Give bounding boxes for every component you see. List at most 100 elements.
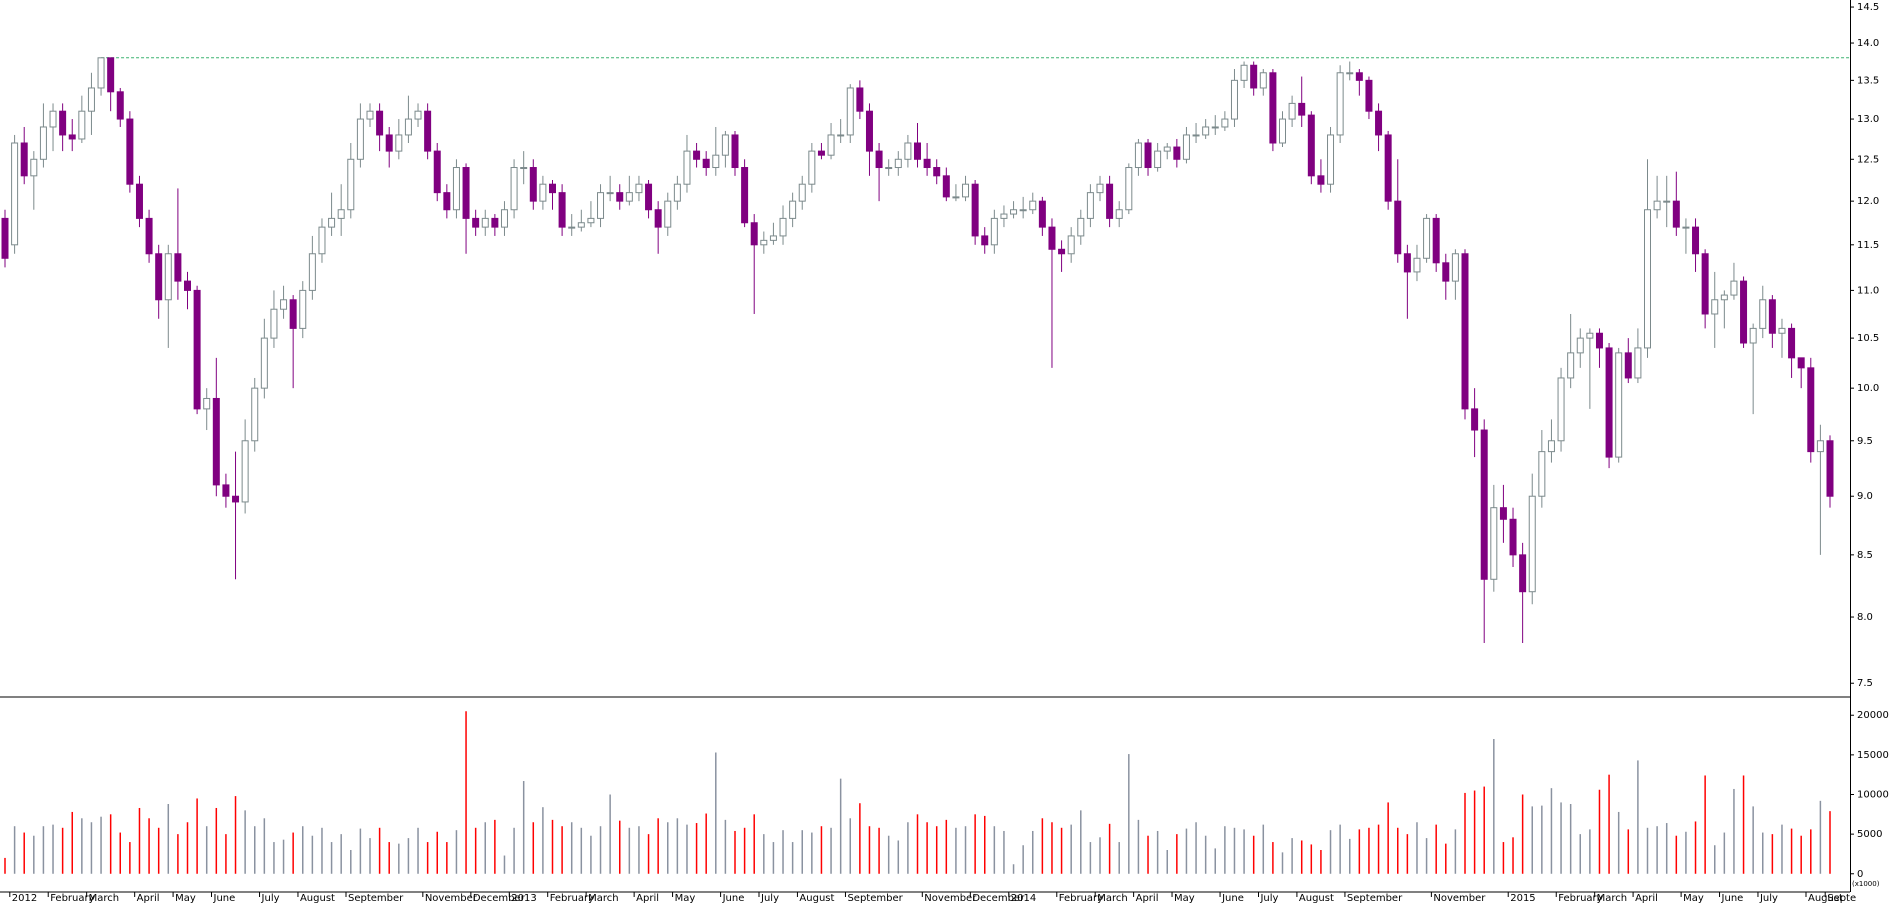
- candle-body: [1451, 253, 1459, 282]
- candle-body: [1336, 72, 1344, 136]
- candle-body: [789, 200, 797, 219]
- candle-body: [712, 154, 720, 169]
- candle-body: [1134, 142, 1142, 169]
- candle-body: [1403, 253, 1411, 273]
- candle-body: [616, 192, 624, 202]
- candle-body: [472, 217, 480, 228]
- candle-body: [203, 397, 211, 410]
- x-tick-label: December: [972, 893, 1025, 904]
- candle-body: [1547, 440, 1555, 453]
- candle-body: [1211, 126, 1219, 129]
- x-tick-label: August: [799, 893, 834, 904]
- candle-body: [1317, 175, 1325, 185]
- candle-body: [1682, 226, 1690, 229]
- candle-body: [1663, 200, 1671, 203]
- candle-body: [107, 57, 115, 93]
- candle-body: [875, 150, 883, 169]
- x-tick-label: June: [1721, 893, 1744, 904]
- candle-body: [1154, 150, 1162, 169]
- candle-body: [981, 235, 989, 246]
- candle-body: [1692, 226, 1700, 255]
- candle-body: [443, 192, 451, 211]
- candle-body: [1019, 209, 1027, 212]
- candle-body: [558, 192, 566, 228]
- candle-body: [1644, 209, 1651, 349]
- candle-body: [1595, 332, 1603, 349]
- x-tick-label: March: [1097, 893, 1127, 904]
- x-tick-label: February: [550, 893, 594, 904]
- y-tick-label: 14.0: [1857, 38, 1879, 49]
- x-tick-label: July: [760, 893, 779, 904]
- candle-body: [923, 158, 931, 169]
- candle-body: [481, 217, 489, 228]
- candle-body: [1461, 253, 1469, 410]
- candle-body: [664, 200, 672, 228]
- candle-body: [452, 167, 460, 211]
- candle-body: [952, 196, 960, 199]
- candle-body: [222, 484, 230, 497]
- candle-body: [59, 110, 67, 136]
- x-tick-label: April: [137, 893, 160, 904]
- x-tick-label: March: [89, 893, 119, 904]
- candle-body: [577, 222, 585, 228]
- candle-body: [1749, 327, 1757, 344]
- candle-body: [289, 299, 297, 329]
- candle-body: [817, 150, 825, 156]
- candle-body: [260, 337, 268, 389]
- candle-body: [1144, 142, 1152, 169]
- y-tick-label: 9.0: [1857, 491, 1873, 502]
- candle-body: [174, 253, 182, 282]
- candle-body: [1279, 118, 1286, 144]
- x-tick-label: June: [722, 893, 745, 904]
- candle-body: [193, 289, 201, 410]
- candle-body: [462, 167, 470, 219]
- x-tick-label: February: [1558, 893, 1602, 904]
- candle-body: [625, 192, 633, 202]
- y-tick-label: 5000: [1857, 829, 1882, 840]
- candle-body: [318, 226, 326, 255]
- y-tick-label: 12.5: [1857, 154, 1879, 165]
- candle-body: [846, 87, 854, 136]
- candle-body: [1567, 352, 1575, 379]
- candle-body: [385, 134, 393, 152]
- x-tick-label: March: [1597, 893, 1627, 904]
- candle-body: [500, 209, 508, 228]
- candle-body: [414, 110, 422, 120]
- candle-body: [1499, 507, 1507, 520]
- y-tick-label: 8.5: [1857, 550, 1873, 561]
- candle-body: [1307, 114, 1315, 177]
- y-tick-label: 13.0: [1857, 114, 1879, 125]
- candle-body: [1807, 367, 1815, 453]
- candle-body: [1230, 79, 1238, 120]
- candle-body: [164, 253, 172, 301]
- x-tick-label: July: [1259, 893, 1278, 904]
- candle-body: [798, 183, 806, 202]
- x-tick-label: April: [1136, 893, 1159, 904]
- candle-body: [539, 183, 547, 202]
- y-tick-label: 10.5: [1857, 333, 1879, 344]
- candle-body: [328, 217, 336, 228]
- candle-body: [1653, 200, 1661, 211]
- candle-body: [1384, 134, 1392, 202]
- candle-body: [116, 91, 124, 120]
- candle-body: [693, 150, 701, 160]
- candle-body: [299, 289, 307, 329]
- x-tick-label: 2012: [12, 893, 37, 904]
- x-tick-label: June: [1221, 893, 1244, 904]
- candle-body: [520, 167, 528, 170]
- x-tick-label: November: [1433, 893, 1486, 904]
- x-tick-label: July: [261, 893, 280, 904]
- candle-body: [376, 110, 384, 136]
- candle-body: [856, 87, 864, 112]
- x-tick-label: March: [588, 893, 618, 904]
- candle-body: [366, 110, 374, 120]
- candle-body: [1288, 102, 1296, 120]
- candle-body: [68, 134, 76, 140]
- y-tick-label: 12.0: [1857, 196, 1879, 207]
- candle-body: [135, 183, 143, 219]
- candle-body: [1173, 146, 1181, 160]
- y-tick-label: 8.0: [1857, 612, 1873, 623]
- candle-body: [1701, 253, 1709, 315]
- candle-body: [1816, 440, 1824, 453]
